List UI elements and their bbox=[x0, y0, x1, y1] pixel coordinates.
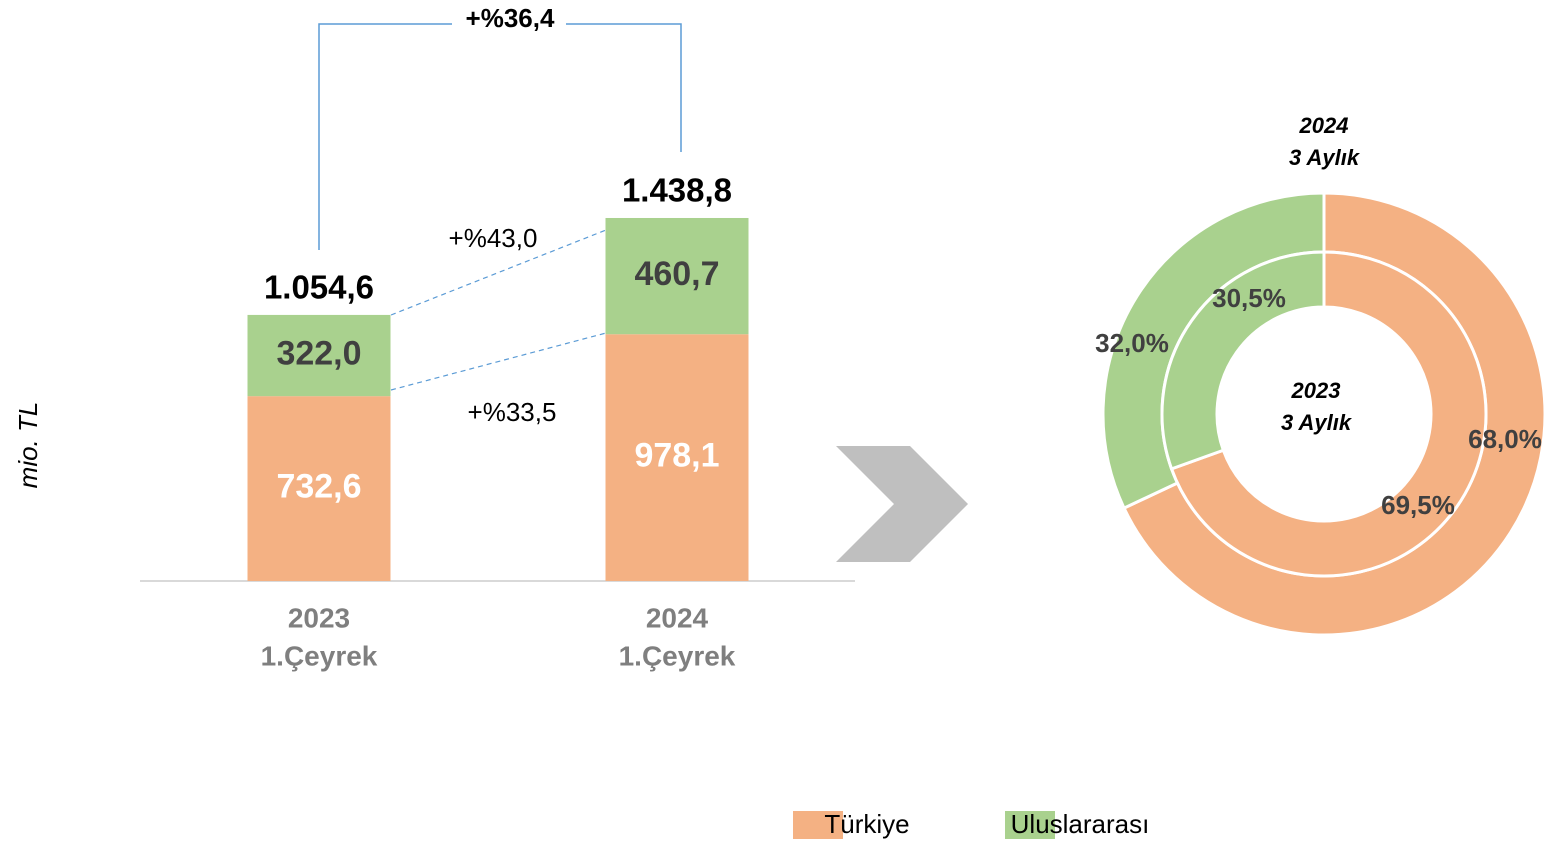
donut-value-label: 32,0% bbox=[1095, 328, 1169, 358]
bar-value-label: 978,1 bbox=[634, 437, 719, 475]
bar-segment bbox=[247, 314, 391, 397]
legend-label: Uluslararası bbox=[1011, 809, 1150, 839]
outer-ring-title: 2024 bbox=[1299, 113, 1349, 138]
center-title: 2023 bbox=[1291, 378, 1341, 403]
donut-segment bbox=[1169, 250, 1488, 578]
legend-swatch bbox=[1005, 811, 1055, 839]
connector bbox=[390, 229, 607, 316]
bar-segment bbox=[605, 217, 749, 335]
outer-ring-title: 3 Aylık bbox=[1289, 145, 1361, 170]
total-growth: +%36,4 bbox=[466, 3, 555, 33]
bar-total-label: 1.054,6 bbox=[264, 269, 374, 306]
growth-label: +%33,5 bbox=[468, 397, 557, 427]
bar-segment bbox=[247, 396, 391, 581]
chevron bbox=[836, 446, 968, 562]
x-tick-label: 2024 bbox=[646, 602, 709, 633]
x-tick-label: 1.Çeyrek bbox=[619, 640, 736, 671]
legend-swatch bbox=[793, 811, 843, 839]
x-tick-label: 1.Çeyrek bbox=[261, 640, 378, 671]
donut-segment bbox=[1160, 250, 1326, 471]
connector bbox=[390, 332, 607, 391]
legend-label: Türkiye bbox=[824, 809, 909, 839]
x-tick-label: 2023 bbox=[288, 602, 350, 633]
bar-value-label: 460,7 bbox=[634, 255, 719, 293]
bar-value-label: 322,0 bbox=[276, 335, 361, 373]
y-axis-label: mio. TL bbox=[13, 402, 43, 489]
growth-bracket bbox=[318, 23, 682, 250]
bar-total-label: 1.438,8 bbox=[622, 172, 732, 209]
donut-value-label: 68,0% bbox=[1468, 424, 1542, 454]
donut-value-label: 30,5% bbox=[1212, 283, 1286, 313]
growth-label: +%43,0 bbox=[449, 223, 538, 253]
bar-segment bbox=[605, 334, 749, 581]
bar-value-label: 732,6 bbox=[276, 468, 361, 506]
donut-value-label: 69,5% bbox=[1381, 490, 1455, 520]
center-title: 3 Aylık bbox=[1281, 410, 1353, 435]
label-bg bbox=[452, 6, 566, 34]
